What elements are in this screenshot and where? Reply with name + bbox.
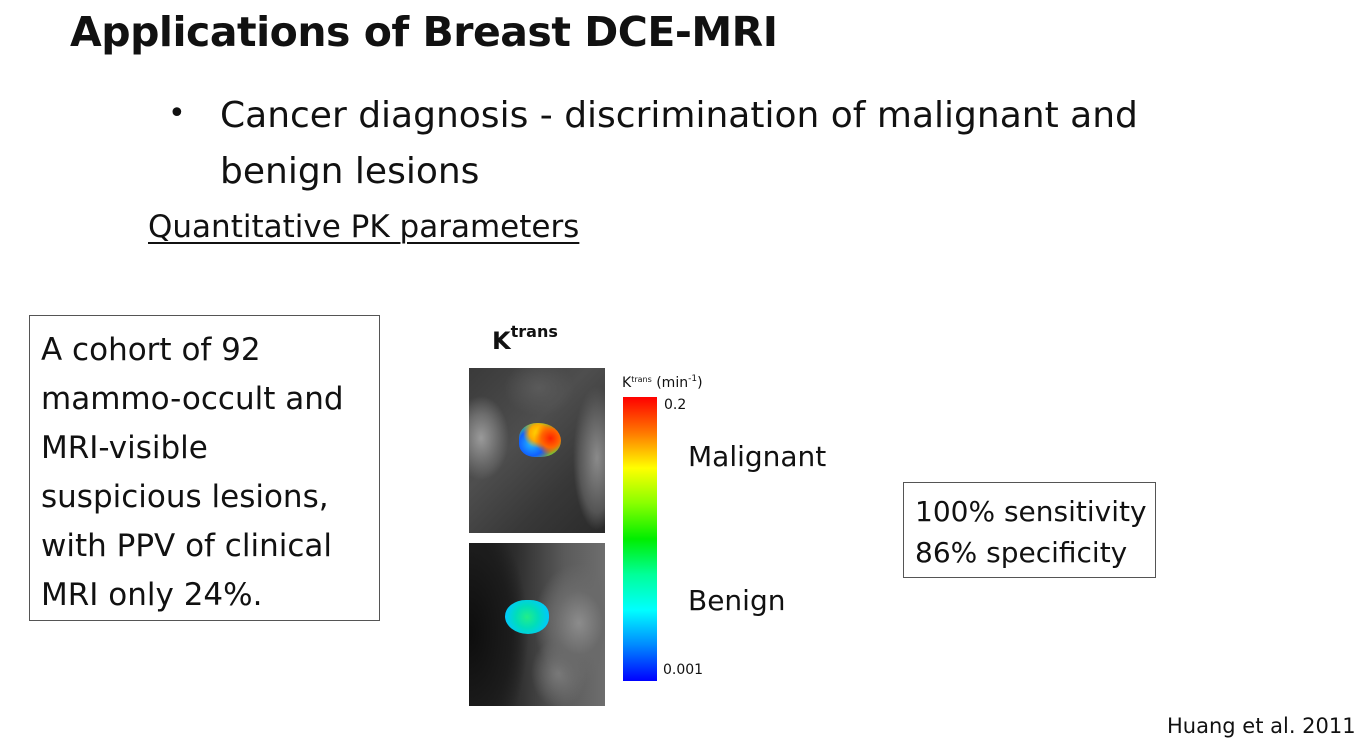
colorbar	[623, 397, 657, 681]
lesion-overlay-malignant	[519, 423, 561, 457]
colorbar-unit-sup: -1	[688, 374, 698, 384]
colorbar-label-sup: trans	[631, 375, 652, 384]
cohort-line: mammo-occult and	[41, 381, 344, 417]
label-benign: Benign	[688, 584, 786, 617]
cohort-line: with PPV of clinical	[41, 528, 332, 564]
mri-image-benign	[469, 543, 605, 706]
cohort-line: MRI only 24%.	[41, 577, 263, 613]
figure-title: Ktrans	[492, 322, 558, 355]
colorbar-unit-prefix: (min	[651, 375, 689, 391]
lesion-overlay-benign	[505, 600, 549, 634]
bullet-text: Cancer diagnosis - discrimination of mal…	[220, 88, 1220, 200]
cohort-line: MRI-visible	[41, 430, 208, 466]
figure-title-sup: trans	[510, 322, 558, 341]
stat-sensitivity: 100% sensitivity	[915, 495, 1147, 528]
cohort-line: suspicious lesions,	[41, 479, 329, 515]
stats-textbox: 100% sensitivity 86% specificity	[903, 482, 1156, 578]
colorbar-min-label: 0.001	[663, 662, 704, 678]
label-malignant: Malignant	[688, 440, 827, 473]
colorbar-unit: (min-1)	[651, 374, 703, 391]
cohort-textbox: A cohort of 92 mammo-occult and MRI-visi…	[29, 315, 380, 621]
colorbar-unit-suffix: )	[697, 375, 703, 391]
figure-title-base: K	[492, 327, 511, 355]
bullet-line-2: benign lesions	[220, 151, 480, 192]
colorbar-max-label: 0.2	[664, 397, 687, 413]
stat-specificity: 86% specificity	[915, 536, 1128, 569]
bullet-line-1: Cancer diagnosis - discrimination of mal…	[220, 95, 1138, 136]
slide-title: Applications of Breast DCE-MRI	[70, 8, 778, 56]
mri-image-malignant	[469, 368, 605, 533]
subheading: Quantitative PK parameters	[148, 209, 580, 245]
colorbar-label-base: K	[622, 375, 632, 391]
colorbar-label: Ktrans (min-1)	[622, 374, 703, 391]
bullet-marker: •	[168, 96, 186, 131]
cohort-line: A cohort of 92	[41, 332, 261, 368]
citation: Huang et al. 2011	[1167, 714, 1356, 738]
